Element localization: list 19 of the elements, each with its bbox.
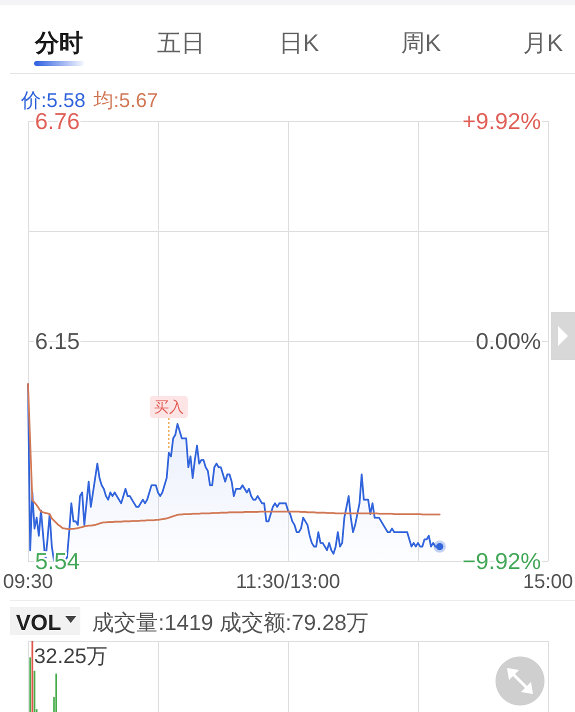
- chart-subtitle: 成交量:1419 成交额:79.28万: [92, 610, 369, 635]
- text: 周K: [401, 30, 442, 57]
- annotation: 买入: [154, 398, 184, 416]
- x-tick-label: 09:30: [2, 571, 54, 593]
- y2-tick-label: +9.92%: [462, 108, 541, 134]
- annotation: 32.25万: [34, 645, 108, 668]
- y-tick-label: 5.54: [35, 548, 80, 574]
- line-series: [27, 383, 441, 530]
- y-tick-label: 6.15: [35, 328, 80, 354]
- text: 日K: [279, 30, 320, 57]
- text: 月K: [523, 30, 564, 57]
- text: 分时: [34, 30, 83, 57]
- y2-tick-label: −9.92%: [462, 548, 541, 574]
- x-tick-label: 15:00: [522, 571, 574, 593]
- x-tick-label: 11:30/13:00: [236, 571, 340, 593]
- y2-tick-label: 0.00%: [476, 328, 541, 354]
- text: 均:5.67: [92, 90, 158, 112]
- chart-title: VOL: [16, 610, 62, 635]
- text: 五日: [157, 30, 205, 57]
